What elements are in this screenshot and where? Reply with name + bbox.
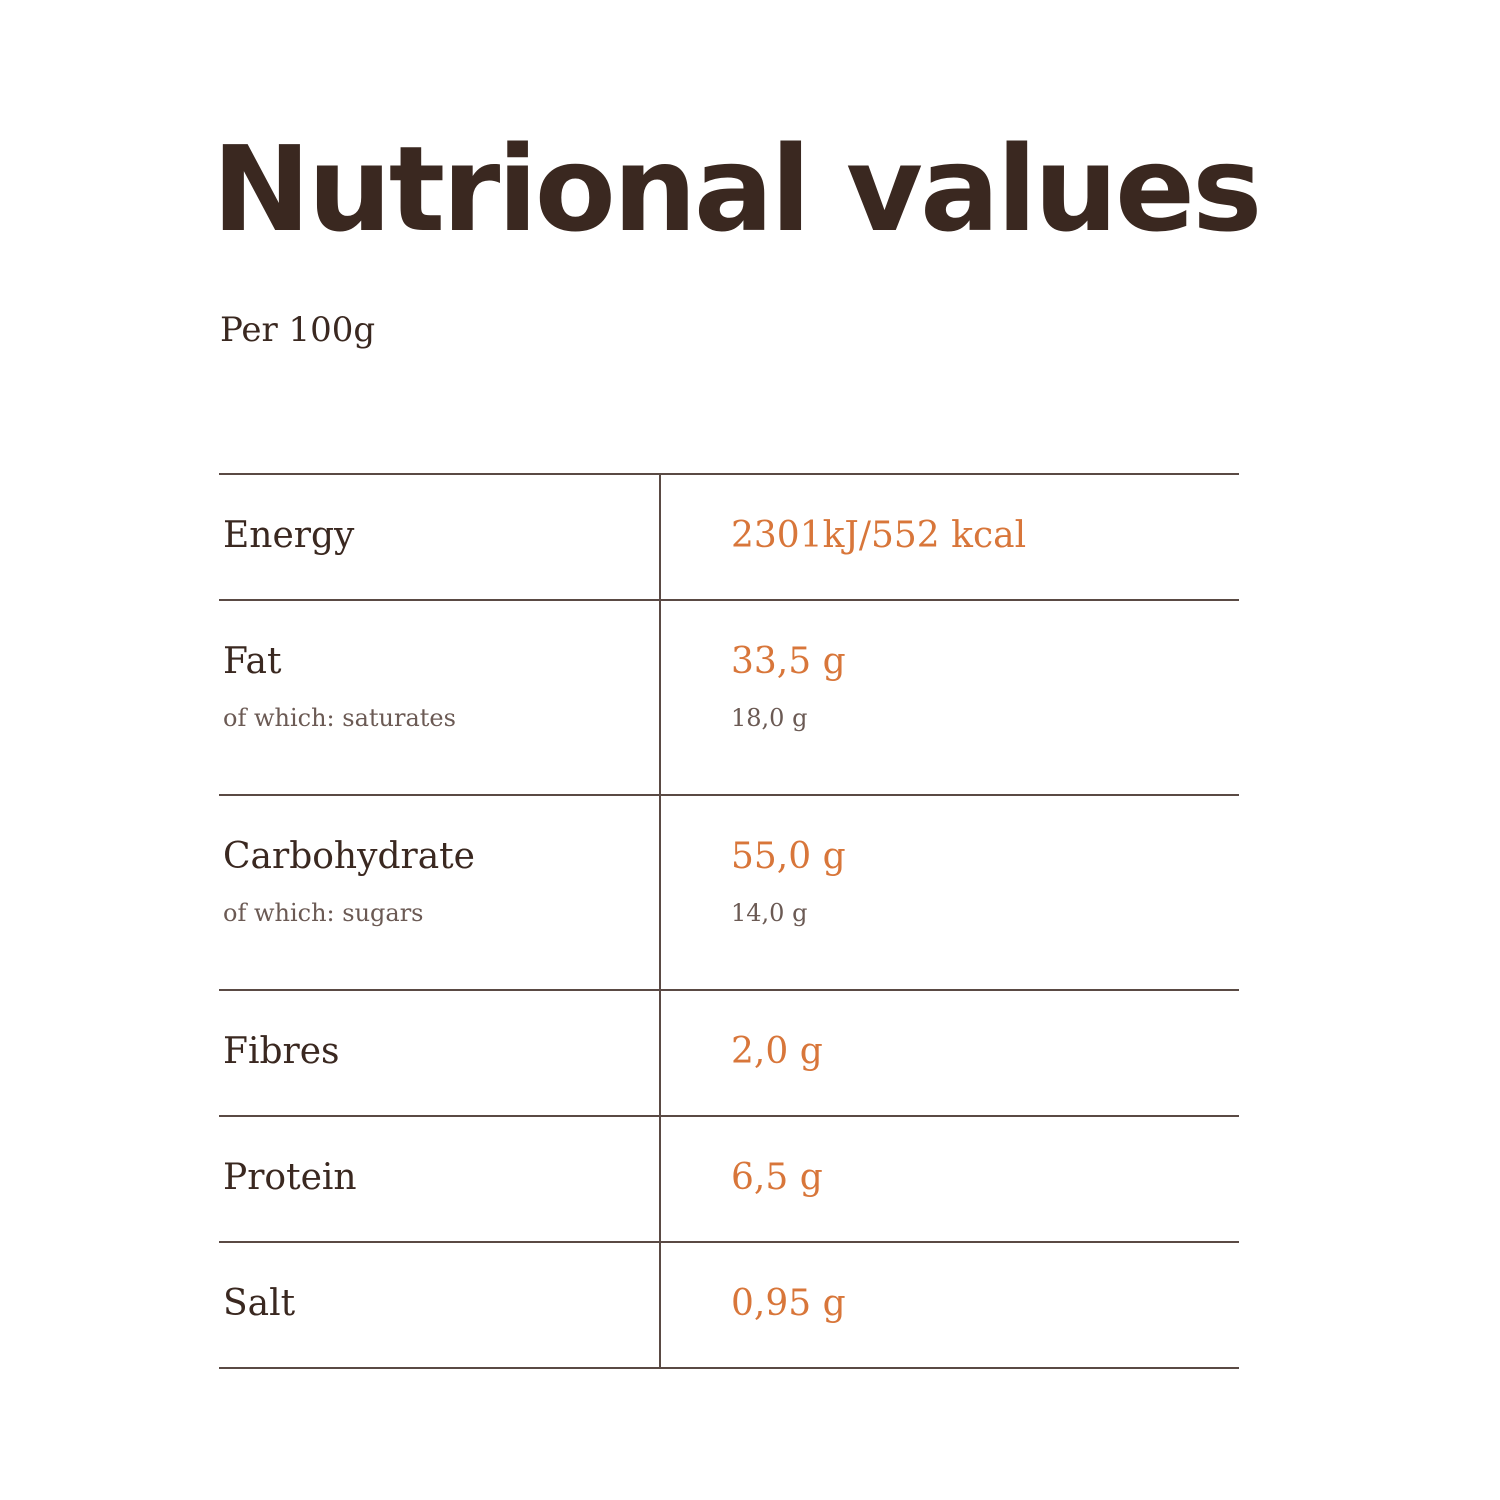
label-cell: Fat of which: saturates xyxy=(219,601,661,794)
label-cell: Protein xyxy=(219,1117,661,1241)
sub-label: of which: sugars xyxy=(223,899,424,927)
title: Nutrional values xyxy=(212,120,1262,258)
label-cell: Carbohydrate of which: sugars xyxy=(219,796,661,989)
nutrient-label: Protein xyxy=(223,1157,357,1198)
nutrient-value: 55,0 g xyxy=(731,836,846,877)
nutrient-value: 33,5 g xyxy=(731,641,846,682)
nutrient-label: Fibres xyxy=(223,1031,340,1072)
nutrient-value: 0,95 g xyxy=(731,1283,846,1324)
subtitle: Per 100g xyxy=(220,310,376,350)
sub-value: 14,0 g xyxy=(731,899,808,927)
nutrient-value: 6,5 g xyxy=(731,1157,823,1198)
nutrient-label: Energy xyxy=(223,515,355,556)
nutrient-value: 2,0 g xyxy=(731,1031,823,1072)
nutrition-table: Energy 2301kJ/552 kcal Fat of which: satura… xyxy=(219,473,1239,1369)
table-row: Fat of which: saturates 33,5 g 18,0 g xyxy=(219,601,1239,796)
sub-value: 18,0 g xyxy=(731,704,808,732)
table-row: Fibres 2,0 g xyxy=(219,991,1239,1117)
table-row: Salt 0,95 g xyxy=(219,1243,1239,1369)
nutrient-label: Carbohydrate xyxy=(223,836,475,877)
table-row: Carbohydrate of which: sugars 55,0 g 14,0 g xyxy=(219,796,1239,991)
value-cell: 33,5 g 18,0 g xyxy=(661,601,1239,794)
label-cell: Fibres xyxy=(219,991,661,1115)
sub-label: of which: saturates xyxy=(223,704,456,732)
value-cell: 2,0 g xyxy=(661,991,1239,1115)
label-cell: Salt xyxy=(219,1243,661,1367)
nutrient-label: Fat xyxy=(223,641,282,682)
table-row: Energy 2301kJ/552 kcal xyxy=(219,475,1239,601)
nutrient-value: 2301kJ/552 kcal xyxy=(731,515,1027,556)
nutrient-label: Salt xyxy=(223,1283,296,1324)
table-row: Protein 6,5 g xyxy=(219,1117,1239,1243)
value-cell: 6,5 g xyxy=(661,1117,1239,1241)
value-cell: 55,0 g 14,0 g xyxy=(661,796,1239,989)
value-cell: 0,95 g xyxy=(661,1243,1239,1367)
label-cell: Energy xyxy=(219,475,661,599)
value-cell: 2301kJ/552 kcal xyxy=(661,475,1239,599)
